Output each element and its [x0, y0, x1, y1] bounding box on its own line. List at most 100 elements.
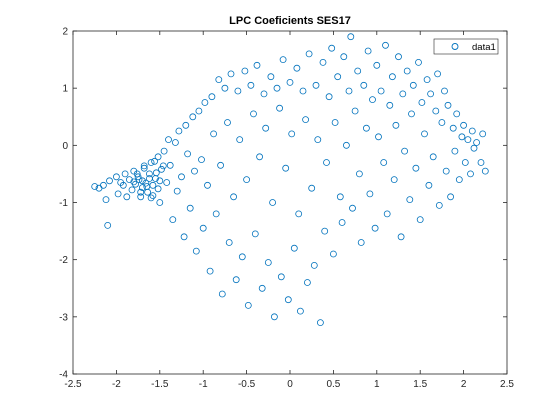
x-tick-label: -2: [112, 379, 121, 390]
x-tick-label: 2.5: [500, 379, 514, 390]
data-point: [331, 119, 339, 126]
data-point: [442, 167, 450, 175]
data-point: [460, 121, 468, 129]
data-point: [392, 121, 400, 129]
data-point: [145, 170, 153, 178]
legend: data1: [433, 38, 499, 55]
legend-marker-icon: [451, 43, 459, 50]
data-point: [140, 162, 148, 170]
data-point: [421, 130, 428, 138]
data-point: [323, 159, 330, 166]
data-point: [434, 70, 442, 78]
y-tick-label: -2: [59, 255, 68, 266]
data-point: [241, 67, 249, 75]
data-point: [279, 56, 287, 63]
data-points: [91, 33, 489, 327]
data-point: [342, 141, 350, 149]
data-point: [140, 164, 148, 172]
data-point: [277, 273, 285, 281]
data-point: [432, 107, 440, 115]
data-point: [225, 239, 233, 246]
x-tick-label: 2: [461, 379, 467, 390]
data-point: [180, 233, 188, 241]
data-point: [189, 113, 197, 121]
data-point: [382, 41, 389, 49]
data-point: [383, 210, 391, 218]
data-point: [273, 84, 281, 92]
data-point: [199, 224, 207, 232]
data-point: [230, 193, 238, 201]
data-point: [477, 159, 485, 166]
x-tick-label: -1: [199, 379, 208, 390]
data-point: [468, 127, 476, 135]
data-point: [390, 176, 398, 184]
data-point: [299, 87, 307, 95]
data-point: [310, 261, 318, 269]
data-point: [171, 139, 179, 146]
data-point: [160, 147, 168, 155]
data-point: [303, 279, 311, 286]
y-tick-label: 1: [62, 84, 68, 95]
data-point: [198, 156, 205, 164]
data-point: [427, 90, 435, 98]
data-point: [184, 150, 192, 158]
data-point: [156, 199, 164, 206]
data-point: [144, 188, 152, 196]
data-point: [366, 190, 374, 198]
data-point: [156, 177, 164, 185]
data-point: [264, 259, 272, 266]
data-point: [293, 64, 301, 72]
data-point: [138, 177, 146, 185]
data-point: [380, 159, 388, 166]
y-tick-label: -1: [59, 198, 68, 209]
data-point: [467, 170, 474, 178]
data-point: [451, 147, 459, 155]
data-point: [290, 244, 298, 252]
data-point: [461, 159, 469, 166]
data-point: [401, 147, 409, 155]
data-point: [347, 33, 355, 41]
data-point: [284, 296, 292, 304]
data-point: [147, 159, 155, 166]
data-point: [321, 227, 329, 235]
data-point: [479, 130, 487, 138]
data-point: [158, 165, 165, 173]
data-point: [338, 219, 346, 226]
data-point: [364, 47, 372, 55]
data-point: [227, 70, 235, 78]
data-point: [258, 284, 266, 292]
data-point: [423, 76, 431, 83]
x-tick-label: 1: [374, 379, 380, 390]
data-point: [244, 301, 252, 309]
data-point: [345, 87, 353, 95]
data-point: [262, 124, 270, 132]
data-point: [351, 107, 359, 115]
data-point: [204, 181, 211, 189]
data-point: [455, 176, 463, 184]
data-point: [319, 59, 327, 66]
data-point: [121, 170, 129, 178]
x-tick-label: 0: [287, 379, 293, 390]
plot-area: [73, 31, 507, 374]
data-point: [395, 53, 402, 61]
data-point: [125, 176, 133, 184]
data-point: [464, 136, 472, 144]
data-point: [429, 153, 437, 161]
data-point: [210, 130, 218, 138]
data-point: [212, 210, 220, 218]
legend-box: [433, 38, 499, 55]
data-point: [425, 181, 433, 189]
data-point: [247, 81, 255, 89]
data-point: [473, 139, 481, 146]
data-point: [336, 193, 344, 201]
data-point: [269, 199, 277, 206]
data-point: [481, 167, 489, 175]
data-point: [328, 44, 336, 52]
data-point: [449, 124, 457, 132]
data-point: [191, 167, 198, 175]
data-point: [438, 119, 446, 126]
data-point: [243, 176, 251, 184]
data-point: [130, 178, 138, 186]
data-point: [215, 76, 223, 83]
